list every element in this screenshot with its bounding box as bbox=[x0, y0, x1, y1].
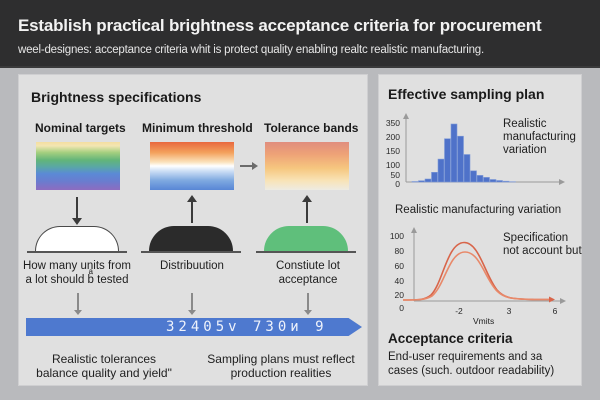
caption-distribution: Distribuution bbox=[160, 260, 224, 272]
annotation-line: variation bbox=[503, 144, 547, 157]
acceptance-line: cases (such. outdoor readability) bbox=[388, 365, 555, 378]
baseline-divider bbox=[27, 251, 127, 253]
column-label-minimum-threshold: Minimum threshold bbox=[142, 121, 253, 135]
svg-text:100: 100 bbox=[386, 160, 400, 170]
acceptance-criteria-text: End-user requirements and зa cases (such… bbox=[388, 350, 554, 379]
distribution-dome-white bbox=[27, 225, 127, 253]
svg-text:40: 40 bbox=[395, 276, 405, 286]
minimum-threshold-swatch bbox=[150, 142, 234, 190]
baseline-divider bbox=[141, 251, 241, 253]
annotation-line: not account but bbox=[503, 245, 582, 258]
arrow-down-icon bbox=[72, 197, 82, 225]
svg-text:200: 200 bbox=[386, 132, 400, 142]
svg-text:0: 0 bbox=[399, 303, 404, 313]
curve-chart: 100 80 60 40 20 0 -2 3 6 bbox=[390, 227, 566, 316]
lower-curve bbox=[402, 251, 551, 301]
arrow-down-icon bbox=[304, 293, 311, 315]
curve-x-label: Vmits bbox=[473, 316, 495, 326]
note-sampling-plans: Sampling plans must reflect production r… bbox=[201, 352, 361, 381]
histogram-bars bbox=[411, 123, 516, 183]
dome-shape-icon bbox=[264, 226, 348, 251]
arrow-up-icon bbox=[187, 195, 197, 223]
header-banner: Establish practical brightness acceptanc… bbox=[0, 0, 600, 68]
curve-annotation: Specification not account but bbox=[503, 232, 582, 258]
curve-x-ticks: -2 3 6 bbox=[455, 306, 557, 316]
acceptance-line: End-user requirements and зa bbox=[388, 351, 543, 363]
note-realistic-tolerances: Realistic tolerances balance quality and… bbox=[29, 352, 179, 381]
acceptance-criteria-title: Acceptance criteria bbox=[388, 331, 513, 346]
svg-text:60: 60 bbox=[395, 261, 405, 271]
caption-line: a lot should bͣ tested bbox=[25, 273, 129, 286]
progress-sequence: 32405v 730и 9 bbox=[166, 319, 328, 335]
histogram-x-label: Realistic manufacturing variation bbox=[395, 204, 562, 216]
histogram-chart: 350 200 150 100 50 0 bbox=[386, 113, 565, 189]
column-label-nominal-targets: Nominal targets bbox=[35, 121, 126, 135]
note-line: production realities bbox=[230, 366, 332, 381]
svg-text:0: 0 bbox=[395, 179, 400, 189]
annotation-line: Realistic bbox=[503, 118, 547, 130]
column-label-tolerance-bands: Tolerance bands bbox=[264, 121, 359, 135]
arrow-down-icon bbox=[74, 293, 81, 315]
svg-text:150: 150 bbox=[386, 146, 400, 156]
note-line: Realistic tolerances bbox=[51, 352, 157, 366]
svg-text:20: 20 bbox=[395, 290, 405, 300]
progress-arrow-bar: 32405v 730и 9 bbox=[26, 318, 362, 336]
panel-title: Effective sampling plan bbox=[388, 86, 545, 102]
note-line: Sampling plans must reflect bbox=[207, 352, 355, 366]
dome-shape-icon bbox=[149, 226, 233, 251]
svg-text:-2: -2 bbox=[455, 306, 463, 316]
distribution-dome-green bbox=[256, 225, 356, 253]
arrow-down-icon bbox=[188, 293, 195, 315]
svg-text:80: 80 bbox=[395, 246, 405, 256]
arrow-up-icon bbox=[302, 195, 312, 223]
note-line: balance quality and yield" bbox=[36, 366, 172, 381]
page-title: Establish practical brightness acceptanc… bbox=[18, 16, 542, 35]
curve-arrowhead-icon bbox=[549, 296, 555, 303]
panel-title: Brightness specifications bbox=[31, 89, 202, 105]
nominal-targets-swatch bbox=[36, 142, 120, 190]
tolerance-bands-swatch bbox=[265, 142, 349, 190]
arrow-right-icon bbox=[240, 162, 258, 169]
baseline-divider bbox=[256, 251, 356, 253]
caption-units-tested: How many units from a lot should bͣ test… bbox=[21, 260, 133, 288]
distribution-dome-black bbox=[141, 225, 241, 253]
effective-sampling-plan-panel: Effective sampling plan 350 200 150 100 … bbox=[378, 74, 582, 386]
brightness-specifications-panel: Brightness specifications Nominal target… bbox=[18, 74, 368, 386]
curve-y-ticks: 100 80 60 40 20 0 bbox=[390, 231, 404, 313]
svg-text:100: 100 bbox=[390, 231, 404, 241]
histogram-y-ticks: 350 200 150 100 50 0 bbox=[386, 118, 400, 189]
svg-text:3: 3 bbox=[507, 306, 512, 316]
caption-lot-acceptance: Constiute lot acceptance bbox=[276, 260, 340, 286]
page-subtitle: weel-designes: acceptance criteria whit … bbox=[18, 44, 484, 56]
svg-text:50: 50 bbox=[391, 170, 401, 180]
annotation-line: manufacturing bbox=[503, 131, 576, 144]
svg-text:6: 6 bbox=[553, 306, 558, 316]
annotation-line: Specification bbox=[503, 232, 569, 244]
caption-line: How many units from bbox=[22, 260, 131, 272]
svg-text:350: 350 bbox=[386, 118, 400, 128]
histogram-annotation: Realistic manufacturing variation bbox=[503, 118, 576, 158]
dome-shape-icon bbox=[35, 226, 119, 251]
